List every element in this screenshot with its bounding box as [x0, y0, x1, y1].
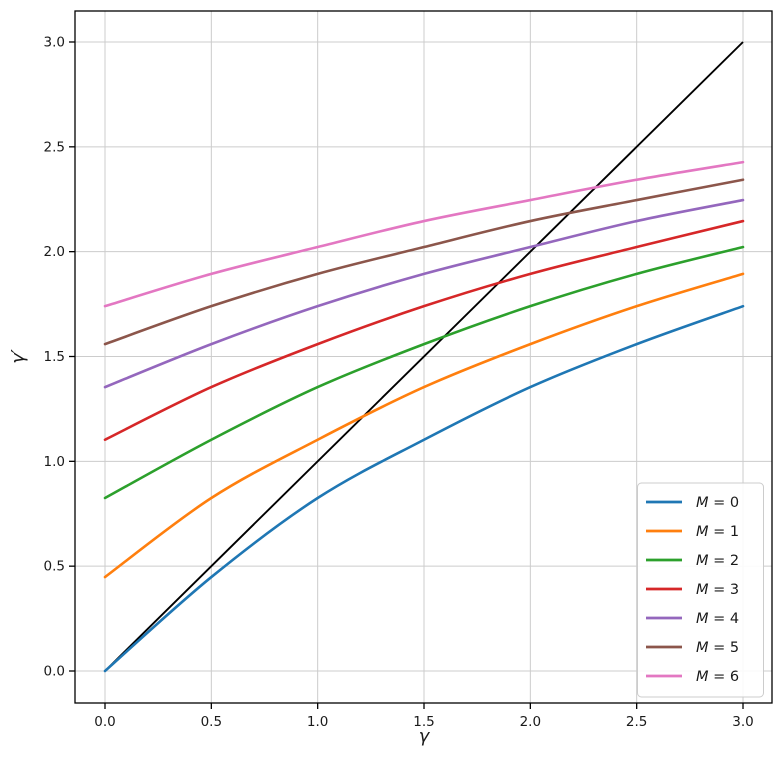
- legend-label: M = 6: [696, 669, 739, 685]
- x-tick-label: 2.0: [520, 714, 541, 730]
- legend-entry-M3: M = 3: [646, 582, 739, 598]
- y-tick-label: 1.0: [44, 454, 65, 470]
- curve-M4: [103, 198, 745, 389]
- x-tick-label: 0.5: [201, 714, 222, 730]
- curve-M0: [103, 304, 745, 673]
- y-axis-ticks: 0.0 0.5 1.0 1.5 2.0 2.5 3.0: [44, 34, 75, 680]
- curve-M5: [103, 178, 745, 346]
- curve-M2: [103, 245, 745, 500]
- x-tick-label: 0.0: [94, 714, 115, 730]
- curve-M6: [103, 160, 745, 308]
- legend-label: M = 1: [696, 524, 739, 540]
- curves: [103, 160, 745, 673]
- y-tick-label: 2.5: [44, 139, 65, 155]
- x-tick-label: 3.0: [732, 714, 753, 730]
- y-tick-label: 1.5: [44, 349, 65, 365]
- legend-label: M = 5: [696, 640, 739, 656]
- y-tick-label: 2.0: [44, 244, 65, 260]
- legend-entry-M1: M = 1: [646, 524, 739, 540]
- curve-M1: [103, 272, 745, 579]
- x-axis-label: γ: [419, 726, 431, 747]
- legend-entry-M4: M = 4: [646, 611, 739, 627]
- y-tick-label: 3.0: [44, 34, 65, 50]
- curve-M3: [103, 219, 745, 442]
- legend-entry-M6: M = 6: [646, 669, 739, 685]
- gridlines: [75, 11, 772, 703]
- legend-label: M = 4: [696, 611, 739, 627]
- identity-line: [104, 41, 744, 672]
- legend-label: M = 3: [696, 582, 739, 598]
- legend-label: M = 0: [696, 495, 739, 511]
- x-tick-label: 2.5: [626, 714, 647, 730]
- y-axis-label: γ′: [8, 349, 29, 364]
- legend-label: M = 2: [696, 553, 739, 569]
- legend-box: [637, 482, 764, 698]
- x-tick-label: 1.0: [307, 714, 328, 730]
- legend: M = 0 M = 1 M = 2 M = 3 M = 4 M = 5 M = 6: [637, 482, 764, 698]
- x-tick-label: 1.5: [413, 714, 434, 730]
- y-tick-label: 0.0: [44, 664, 65, 680]
- x-axis-ticks: 0.0 0.5 1.0 1.5 2.0 2.5 3.0: [94, 703, 754, 730]
- legend-entry-M0: M = 0: [646, 495, 739, 511]
- y-tick-label: 0.5: [44, 559, 65, 575]
- legend-entry-M5: M = 5: [646, 640, 739, 656]
- legend-entry-M2: M = 2: [646, 553, 739, 569]
